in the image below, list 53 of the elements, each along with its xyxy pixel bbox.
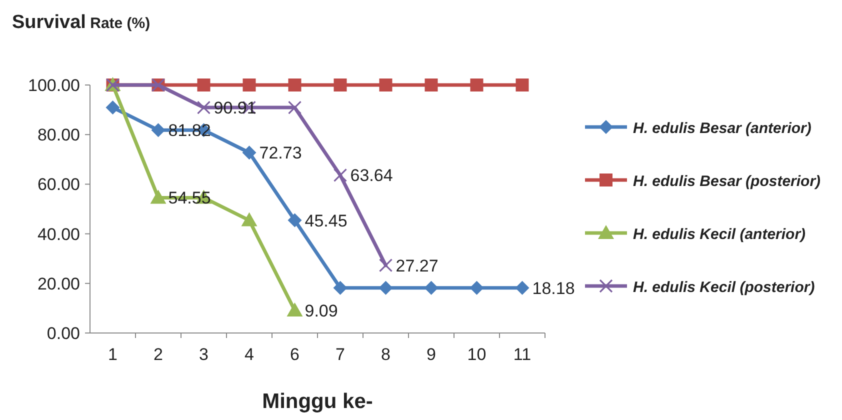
legend-label: H. edulis Kecil (anterior) [633,226,806,243]
data-label: 9.09 [304,301,338,320]
x-tick-label: 4 [244,345,254,364]
x-tick-label: 7 [336,345,345,364]
point [150,190,166,204]
x-tick-label: 11 [513,345,532,364]
data-label: 90.91 [214,98,256,118]
x-tick-label: 2 [154,345,163,364]
point [470,78,484,92]
x-tick-label: 10 [467,345,486,364]
point [196,100,211,114]
point [286,302,303,316]
point [106,100,120,115]
legend-label: H. edulis Kecil (posterior) [633,279,815,296]
point [470,280,484,295]
point [288,213,302,228]
point [197,78,210,92]
chart-title: Survival Rate (%) [12,12,150,33]
point [424,78,438,92]
point [516,78,529,92]
point [241,212,258,226]
y-tick-label: 20.00 [37,274,80,294]
y-tick-label: 80.00 [37,126,80,145]
data-label: 18.18 [532,278,575,298]
x-axis-title: Minggu ke- [262,390,373,413]
point [378,280,393,295]
point [515,280,530,295]
y-tick-label: 0.00 [46,324,80,343]
point [333,280,348,295]
point [379,78,392,92]
x-tick-label: 8 [381,345,390,364]
x-tick-label: 1 [108,345,118,364]
data-label: 45.45 [304,211,348,230]
data-label: 63.64 [350,166,393,186]
legend-label: H. edulis Besar (posterior) [633,173,821,190]
y-tick-label: 100.00 [28,76,80,95]
y-tick-label: 40.00 [37,224,80,244]
point [288,100,302,114]
point [333,168,348,182]
x-tick-label: 3 [199,345,208,364]
x-tick-label: 6 [290,345,300,364]
legend-label: H. edulis Besar (anterior) [633,120,812,137]
point [151,123,166,138]
y-tick-label: 60.00 [37,175,80,194]
point [378,258,393,272]
data-label: 72.73 [259,144,302,163]
point [242,146,256,160]
x-tick-label: 9 [426,345,436,364]
point [288,78,302,92]
point [242,78,256,92]
point [424,280,438,295]
data-label: 27.27 [396,256,438,276]
point [334,78,347,92]
